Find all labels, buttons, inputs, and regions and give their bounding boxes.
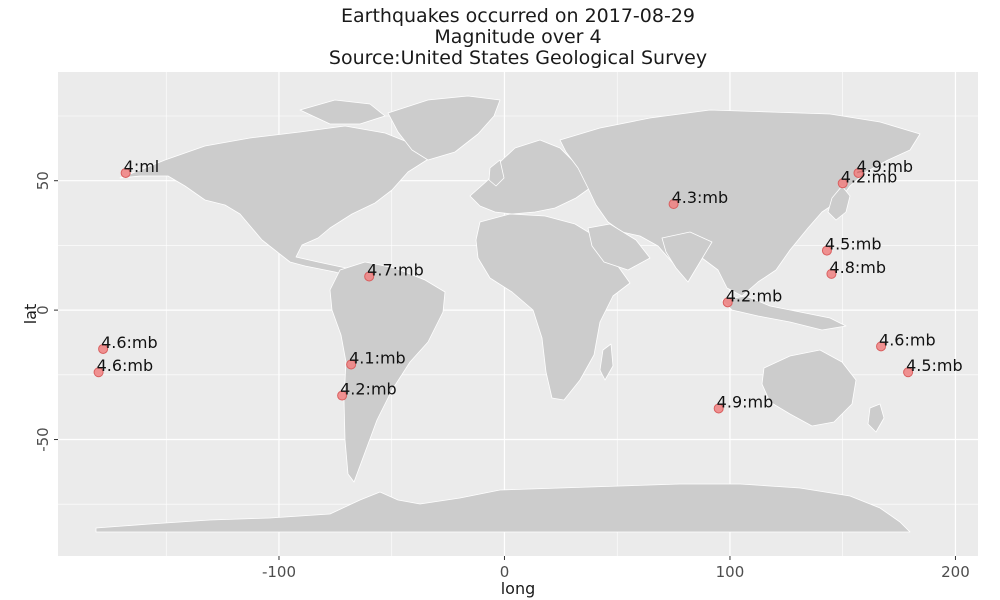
x-axis-title: long: [501, 579, 536, 598]
earthquake-label: 4.9:mb: [717, 392, 774, 411]
arctic-islands-landmass: [299, 99, 386, 125]
earthquake-marker: [826, 268, 837, 279]
new-zealand-landmass: [867, 403, 885, 433]
madagascar-landmass: [599, 343, 614, 381]
australia-landmass: [761, 349, 857, 427]
antarctica-landmass: [95, 483, 911, 533]
earthquake-label: 4.5:mb: [825, 235, 882, 254]
y-tick-label: -50: [34, 427, 52, 452]
africa-landmass: [475, 213, 631, 401]
earthquake-marker: [346, 359, 357, 370]
earthquake-label: 4.7:mb: [367, 260, 424, 279]
earthquake-marker: [668, 199, 679, 209]
y-axis-title: lat: [21, 304, 40, 325]
earthquake-marker: [903, 367, 914, 378]
indonesia-landmass: [721, 295, 847, 331]
earthquake-point: 4.6:mb: [876, 330, 936, 352]
y-axis-ticks: 50 0 -50: [34, 171, 58, 452]
earthquake-point: 4.2:mb: [337, 380, 397, 401]
earthquake-label: 4.6:mb: [101, 333, 158, 352]
earthquake-point: 4.9:mb: [713, 392, 774, 414]
earthquake-label: 4.2:mb: [340, 380, 397, 399]
earthquake-point: 4.8:mb: [826, 258, 886, 279]
x-tick-label: 200: [941, 563, 970, 581]
earthquake-point: 4.5:mb: [821, 235, 882, 256]
earthquake-label: 4.6:mb: [97, 356, 154, 375]
earthquake-point: 4.7:mb: [364, 260, 424, 282]
x-tick-label: -100: [262, 563, 296, 581]
x-tick-label: 0: [500, 563, 510, 581]
world-land-map: [95, 95, 921, 533]
earthquake-point: 4.1:mb: [346, 348, 406, 370]
india-landmass: [661, 231, 713, 283]
earthquake-point: 4.9:mb: [853, 157, 913, 178]
earthquake-label: 4:ml: [124, 157, 160, 176]
earthquake-marker: [722, 297, 733, 308]
title-line-1: Earthquakes occurred on 2017-08-29: [341, 5, 695, 27]
earthquake-points: 4:ml 4.6:mb 4.6:mb 4.7:mb 4.1:mb 4.2:mb 4.3:mb…: [93, 157, 963, 414]
y-tick-label: 50: [34, 171, 52, 190]
south-america-landmass: [329, 261, 446, 483]
earthquake-point: 4.6:mb: [98, 333, 158, 354]
earthquake-marker: [713, 403, 724, 414]
y-tick-label: 0: [34, 305, 52, 315]
earthquake-marker: [853, 167, 864, 178]
north-america-landmass: [119, 125, 431, 279]
earthquake-marker: [98, 343, 109, 354]
earthquake-label: 4.6:mb: [879, 330, 936, 349]
earthquake-marker: [364, 271, 375, 282]
earthquake-marker: [837, 178, 848, 189]
earthquake-point: 4.5:mb: [903, 356, 963, 378]
earthquake-marker: [337, 390, 348, 401]
earthquake-point: 4:ml: [120, 157, 160, 178]
arabia-landmass: [587, 223, 651, 271]
earthquake-marker: [876, 341, 887, 352]
earthquake-point: 4.6:mb: [93, 356, 154, 378]
earthquake-marker: [120, 167, 131, 178]
title-line-2: Magnitude over 4: [434, 26, 601, 48]
earthquake-point: 4.3:mb: [668, 188, 729, 209]
x-axis-ticks: -100 0 100 200: [262, 556, 970, 581]
earthquake-label: 4.8:mb: [829, 258, 886, 277]
earthquake-point: 4.2:mb: [722, 286, 783, 308]
earthquake-label: 4.2:mb: [726, 286, 783, 305]
earthquake-label: 4.5:mb: [906, 356, 963, 375]
chart-title: Earthquakes occurred on 2017-08-29 Magni…: [329, 5, 707, 69]
earthquake-marker: [821, 245, 832, 256]
earthquake-label: 4.9:mb: [856, 157, 913, 176]
x-tick-label: 100: [716, 563, 745, 581]
title-line-3: Source:United States Geological Survey: [329, 47, 707, 69]
uk-landmass: [488, 159, 505, 187]
earthquake-label: 4.1:mb: [349, 348, 406, 367]
earthquake-marker: [93, 367, 104, 378]
earthquake-label: 4.3:mb: [672, 188, 729, 207]
greenland-landmass: [387, 95, 501, 161]
